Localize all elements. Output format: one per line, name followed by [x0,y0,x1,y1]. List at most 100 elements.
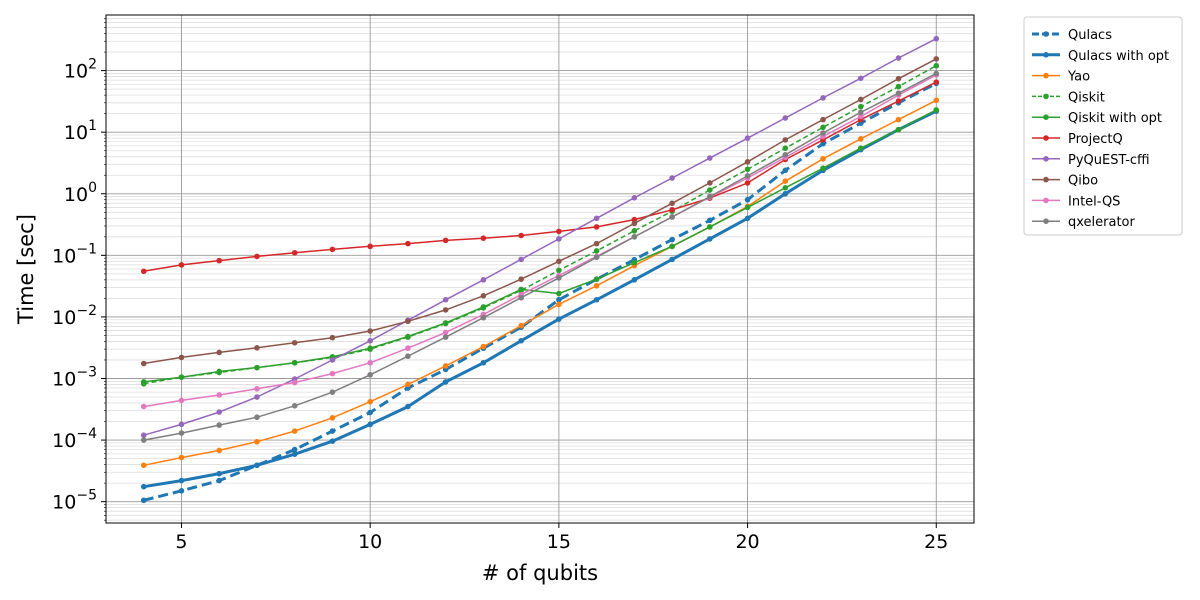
data-point [329,438,336,444]
series-line [143,74,937,408]
x-tick-label: 15 [547,531,571,553]
data-point [782,115,789,121]
data-point [933,97,940,104]
data-point [329,414,336,421]
data-point [593,283,600,289]
data-point [216,368,223,375]
data-point [367,421,373,428]
data-point [254,394,260,400]
data-point [744,180,751,186]
data-point [442,363,449,369]
data-point [405,345,411,352]
data-point [593,254,600,261]
data-point [405,353,411,360]
data-point [631,220,638,227]
data-point [442,296,449,303]
data-point [744,159,751,165]
series-qibo [140,56,940,367]
data-point [518,286,524,293]
data-point [518,337,524,344]
data-point [556,258,562,265]
data-point [631,277,638,283]
data-point [556,228,562,235]
data-point [329,334,336,341]
data-point [254,253,260,260]
data-point [933,35,940,42]
data-point [216,409,223,415]
data-point [782,184,789,191]
data-point [254,414,260,421]
data-point [216,392,223,398]
data-point [744,173,751,179]
legend-label: ProjectQ [1068,132,1123,147]
data-point [442,379,449,385]
legend-label: Qiskit [1068,90,1105,105]
x-tick-label: 5 [175,531,187,553]
data-point [291,428,298,434]
data-point [933,56,940,62]
data-point [782,178,789,184]
data-point [254,438,260,445]
data-point [178,262,185,268]
series-projectq [140,79,940,275]
data-point [857,109,864,116]
x-tick-label: 25 [924,531,948,553]
data-point [518,256,524,263]
data-point [216,257,223,264]
data-point [820,116,826,123]
data-point [857,96,864,103]
data-point [140,403,147,410]
data-point [367,345,373,352]
data-point [631,234,638,240]
data-point [480,343,487,350]
data-point [291,379,298,386]
data-point [744,196,751,203]
data-point [669,243,675,250]
data-point [140,462,147,469]
legend-marker [1043,52,1049,58]
data-point [367,398,373,405]
data-point [895,126,902,133]
data-point [933,70,940,77]
data-point [140,497,147,504]
legend-marker [1043,31,1049,37]
data-point [442,334,449,340]
series-line [143,65,937,385]
data-point [744,135,751,141]
data-point [178,354,185,361]
data-point [707,193,713,200]
series-lines [140,35,940,504]
y-tick-label: 101 [64,118,97,144]
data-point [556,267,562,274]
data-point [707,187,713,193]
data-point [820,155,826,162]
y-tick-label: 10−4 [52,426,97,452]
data-point [782,145,789,151]
data-point [895,98,902,104]
data-point [782,137,789,143]
data-point [895,116,902,123]
series-line [143,72,937,441]
data-point [480,235,487,241]
series-line [143,109,937,383]
series-line [143,58,937,365]
data-point [140,268,147,275]
data-point [707,155,713,161]
data-point [593,296,600,303]
data-point [744,204,751,211]
data-point [895,75,902,82]
grid-lines [106,15,974,523]
data-point [820,140,826,147]
data-point [405,333,411,340]
data-point [291,359,298,366]
data-point [593,276,600,282]
data-point [216,447,223,454]
data-point [442,329,449,336]
data-point [707,180,713,186]
data-point [820,130,826,136]
data-point [291,339,298,346]
data-point [895,83,902,90]
data-point [593,215,600,222]
x-tick-label: 10 [358,531,382,553]
